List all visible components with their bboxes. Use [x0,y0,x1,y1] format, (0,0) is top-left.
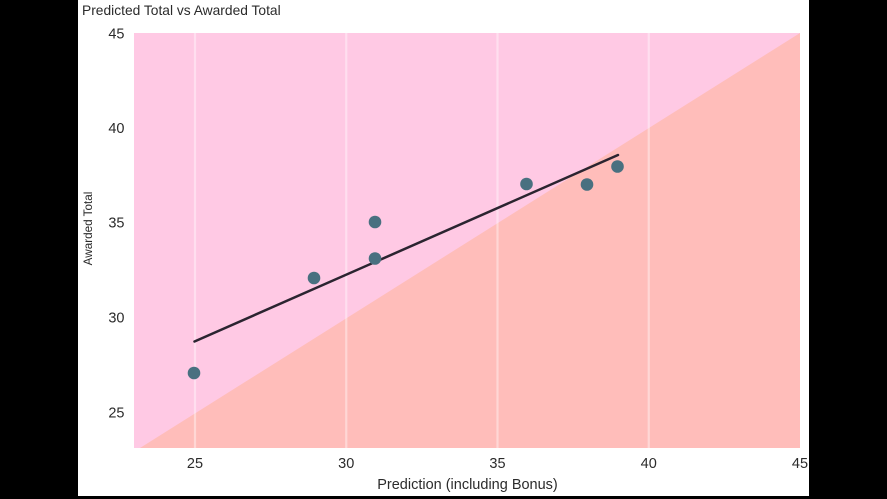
svg-text:35: 35 [489,456,505,472]
svg-text:45: 45 [792,456,808,472]
svg-text:25: 25 [187,456,203,472]
svg-text:30: 30 [108,310,124,326]
svg-text:30: 30 [338,456,354,472]
svg-text:35: 35 [108,215,124,231]
svg-text:Prediction (including Bonus): Prediction (including Bonus) [377,477,558,493]
svg-text:40: 40 [641,456,657,472]
svg-text:40: 40 [108,121,124,137]
svg-text:45: 45 [108,26,124,42]
svg-text:Predicted Total vs Awarded Tot: Predicted Total vs Awarded Total [82,3,281,18]
svg-text:Awarded Total: Awarded Total [82,192,95,266]
svg-text:25: 25 [108,405,124,421]
